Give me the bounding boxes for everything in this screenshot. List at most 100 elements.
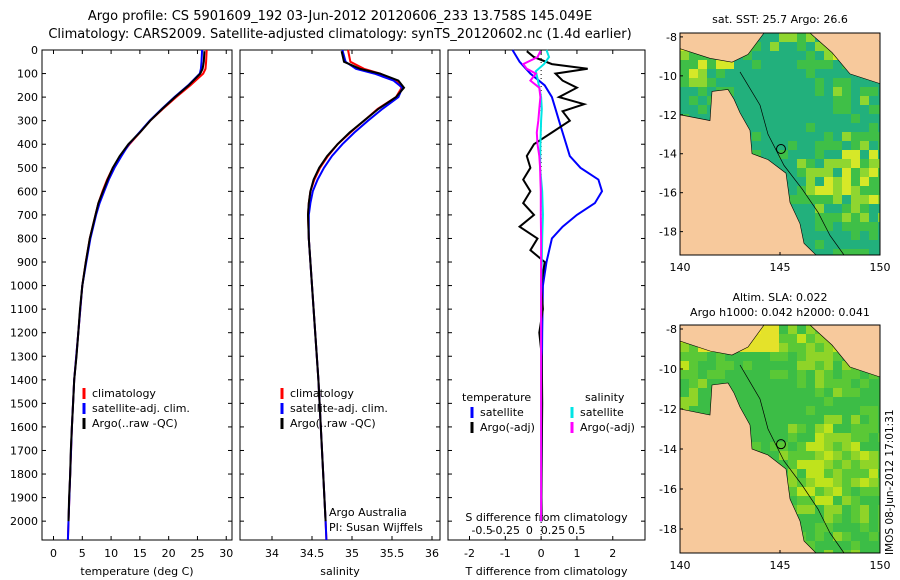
- ocean-cell: [824, 361, 833, 370]
- ocean-cell: [851, 159, 860, 168]
- ocean-cell: [797, 442, 806, 451]
- ocean-cell: [797, 424, 806, 433]
- y-tick-label: -14: [659, 148, 677, 161]
- ocean-cell: [761, 370, 770, 379]
- ocean-cell: [851, 114, 860, 123]
- ocean-cell: [770, 379, 779, 388]
- y-tick-label: 1500: [10, 397, 38, 410]
- ocean-cell: [779, 60, 788, 69]
- ocean-cell: [680, 388, 689, 397]
- ocean-cell: [770, 60, 779, 69]
- ocean-cell: [833, 370, 842, 379]
- ocean-cell: [797, 379, 806, 388]
- ocean-cell: [824, 505, 833, 514]
- ocean-cell: [860, 379, 869, 388]
- ocean-cell: [779, 132, 788, 141]
- depth-contour: [739, 364, 845, 554]
- legend-label: satellite-adj. clim.: [290, 402, 388, 415]
- ocean-cell: [860, 177, 869, 186]
- ocean-cell: [824, 550, 833, 553]
- ocean-cell: [752, 96, 761, 105]
- y-tick-label: 1800: [10, 468, 38, 481]
- ocean-cell: [806, 469, 815, 478]
- ocean-cell: [869, 249, 878, 255]
- ocean-cell: [788, 451, 797, 460]
- ocean-cell: [869, 186, 878, 195]
- ocean-cell: [842, 222, 851, 231]
- ocean-cell: [752, 343, 761, 352]
- ocean-cell: [842, 550, 851, 553]
- ocean-cell: [878, 240, 880, 249]
- ocean-cell: [770, 33, 779, 42]
- ocean-cell: [788, 114, 797, 123]
- ocean-cell: [833, 78, 842, 87]
- ocean-cell: [779, 51, 788, 60]
- ocean-cell: [860, 514, 869, 523]
- ocean-cell: [806, 406, 815, 415]
- ocean-cell: [797, 397, 806, 406]
- ocean-cell: [815, 442, 824, 451]
- x-tick-label: 20: [162, 547, 176, 560]
- x-tick-label: 1: [573, 547, 580, 560]
- ocean-cell: [878, 249, 880, 255]
- ocean-cell: [815, 352, 824, 361]
- ocean-cell: [860, 460, 869, 469]
- ocean-cell: [815, 222, 824, 231]
- ocean-cell: [752, 105, 761, 114]
- ocean-cell: [788, 195, 797, 204]
- ocean-cell: [833, 213, 842, 222]
- ocean-cell: [851, 415, 860, 424]
- ocean-cell: [806, 352, 815, 361]
- ocean-cell: [833, 150, 842, 159]
- y-tick-label: 1200: [10, 327, 38, 340]
- ocean-cell: [752, 42, 761, 51]
- ocean-cell: [698, 105, 707, 114]
- ocean-cell: [761, 69, 770, 78]
- ocean-cell: [878, 496, 880, 505]
- ocean-cell: [806, 213, 815, 222]
- ocean-cell: [734, 352, 743, 361]
- ocean-cell: [851, 379, 860, 388]
- ocean-cell: [842, 442, 851, 451]
- ocean-cell: [788, 186, 797, 195]
- ocean-cell: [833, 186, 842, 195]
- ocean-cell: [797, 141, 806, 150]
- ocean-cell: [797, 213, 806, 222]
- ocean-cell: [734, 388, 743, 397]
- plot-frame: [447, 49, 646, 541]
- ocean-cell: [824, 78, 833, 87]
- ocean-cell: [878, 406, 880, 415]
- ocean-cell: [788, 78, 797, 87]
- ocean-cell: [824, 541, 833, 550]
- ocean-cell: [824, 60, 833, 69]
- ocean-cell: [689, 60, 698, 69]
- ocean-cell: [842, 69, 851, 78]
- ocean-cell: [815, 195, 824, 204]
- ocean-cell: [824, 105, 833, 114]
- ocean-cell: [824, 159, 833, 168]
- ocean-cell: [797, 451, 806, 460]
- ocean-cell: [770, 141, 779, 150]
- ocean-cell: [770, 51, 779, 60]
- ocean-cell: [869, 442, 878, 451]
- x-tick-label: -1: [500, 547, 511, 560]
- ocean-cell: [833, 532, 842, 541]
- ocean-cell: [770, 361, 779, 370]
- ocean-cell: [725, 352, 734, 361]
- ocean-cell: [797, 496, 806, 505]
- ocean-cell: [779, 343, 788, 352]
- ocean-cell: [815, 460, 824, 469]
- ocean-cell: [797, 33, 806, 42]
- ocean-cell: [797, 415, 806, 424]
- ocean-cell: [779, 114, 788, 123]
- x-tick-label: -2: [464, 547, 475, 560]
- ocean-cell: [788, 424, 797, 433]
- ocean-cell: [752, 406, 761, 415]
- ocean-cell: [833, 361, 842, 370]
- ocean-cell: [743, 352, 752, 361]
- ocean-cell: [869, 487, 878, 496]
- ocean-cell: [806, 370, 815, 379]
- x-tick-label: 10: [104, 547, 118, 560]
- ocean-cell: [788, 460, 797, 469]
- ocean-cell: [806, 388, 815, 397]
